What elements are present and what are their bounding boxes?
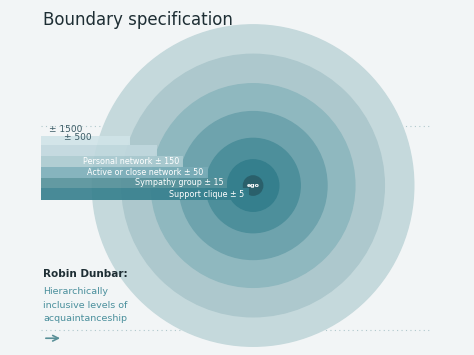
Bar bbox=[41, 145, 157, 156]
Bar bbox=[41, 167, 208, 178]
Text: Boundary specification: Boundary specification bbox=[43, 11, 233, 29]
Circle shape bbox=[228, 160, 279, 211]
Circle shape bbox=[244, 176, 263, 195]
Text: Personal network ± 150: Personal network ± 150 bbox=[82, 157, 179, 166]
Circle shape bbox=[122, 54, 384, 317]
Circle shape bbox=[92, 25, 414, 346]
Bar bbox=[41, 156, 183, 167]
Text: Robin Dunbar:: Robin Dunbar: bbox=[43, 269, 128, 279]
Circle shape bbox=[179, 111, 327, 260]
Bar bbox=[41, 136, 130, 145]
Text: ego: ego bbox=[246, 183, 259, 188]
Text: Hierarchically
inclusive levels of
acquaintanceship: Hierarchically inclusive levels of acqua… bbox=[43, 287, 128, 323]
Text: ± 1500: ± 1500 bbox=[49, 125, 83, 133]
Text: ± 500: ± 500 bbox=[64, 133, 92, 142]
Circle shape bbox=[206, 138, 300, 233]
Bar bbox=[41, 188, 249, 200]
Bar bbox=[41, 178, 228, 188]
Text: Support clique ± 5: Support clique ± 5 bbox=[169, 190, 245, 198]
Circle shape bbox=[151, 84, 355, 287]
Text: Active or close network ± 50: Active or close network ± 50 bbox=[87, 168, 203, 177]
Text: Sympathy group ± 15: Sympathy group ± 15 bbox=[135, 178, 223, 187]
